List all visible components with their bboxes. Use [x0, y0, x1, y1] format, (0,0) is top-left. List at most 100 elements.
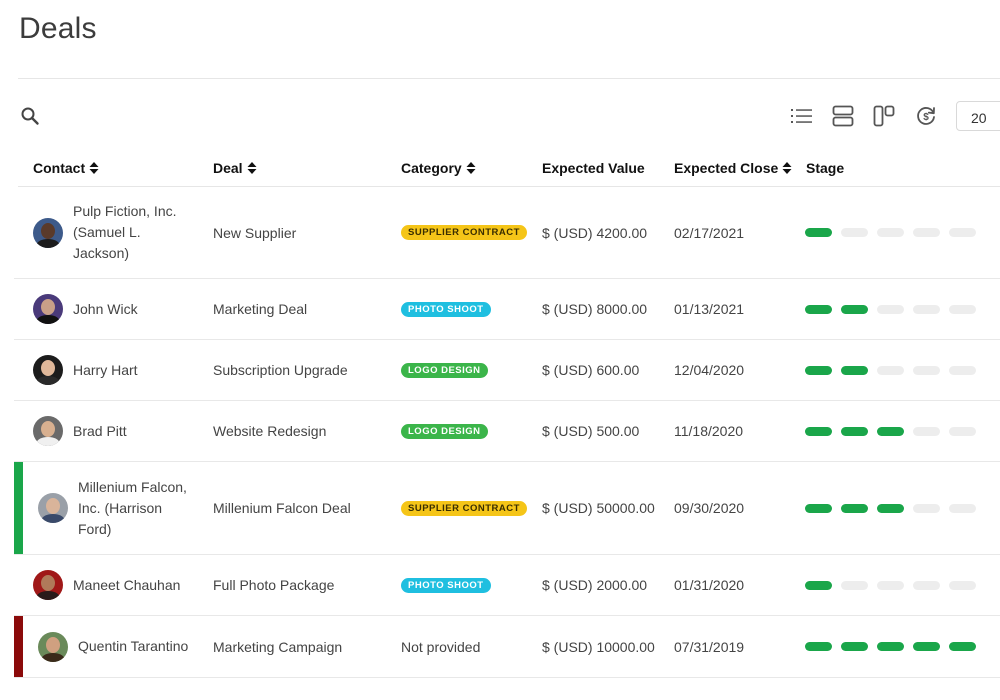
- contact-cell[interactable]: Millenium Falcon, Inc. (Harrison Ford): [38, 462, 196, 554]
- list-view-icon[interactable]: [789, 103, 815, 129]
- stage-progress: [805, 187, 976, 278]
- contact-name: Maneet Chauhan: [73, 576, 181, 593]
- avatar: [33, 217, 63, 248]
- table-row[interactable]: Harry Hart Subscription Upgrade LOGO DES…: [14, 340, 1000, 401]
- column-header-label: Expected Close: [674, 160, 779, 176]
- expected-value: $ (USD) 8000.00: [542, 301, 648, 317]
- sort-icon: [89, 162, 99, 174]
- stage-segment: [805, 580, 832, 590]
- stage-segment: [913, 580, 940, 590]
- stage-segment: [841, 642, 868, 651]
- stage-segment: [877, 642, 904, 651]
- contact-name: Pulp Fiction, Inc. (Samuel L. Jackson): [73, 203, 177, 261]
- deal-name[interactable]: Marketing Deal: [213, 301, 308, 317]
- category-cell: LOGO DESIGN: [401, 401, 488, 461]
- table-row[interactable]: Quentin Tarantino Marketing Campaign Not …: [14, 616, 1000, 678]
- category-badge: SUPPLIER CONTRACT: [401, 225, 527, 240]
- expected-close: 09/30/2020: [674, 500, 745, 516]
- row-accent-bar: [14, 462, 23, 554]
- column-header-category[interactable]: Category: [401, 160, 476, 176]
- stage-segment: [913, 503, 940, 513]
- deal-name[interactable]: Website Redesign: [213, 423, 327, 439]
- stage-segment: [877, 228, 904, 237]
- contact-name: John Wick: [73, 300, 138, 317]
- contact-cell[interactable]: Brad Pitt: [33, 401, 127, 461]
- stage-segment: [841, 304, 868, 314]
- stage-segment: [913, 228, 940, 237]
- stage-segment: [913, 426, 940, 436]
- contact-cell[interactable]: Quentin Tarantino: [38, 616, 188, 677]
- stage-segment: [841, 228, 868, 237]
- deal-name[interactable]: New Supplier: [213, 224, 297, 241]
- column-header-deal[interactable]: Deal: [213, 160, 257, 176]
- stage-segment: [949, 228, 976, 237]
- column-header-label: Contact: [33, 160, 86, 176]
- stage-segment: [805, 228, 832, 237]
- title-divider: [18, 78, 1000, 79]
- stage-segment: [841, 580, 868, 590]
- category-badge: PHOTO SHOOT: [401, 577, 491, 593]
- stage-segment: [805, 642, 832, 651]
- sort-icon: [782, 162, 792, 174]
- table-row[interactable]: John Wick Marketing Deal PHOTO SHOOT $ (…: [14, 279, 1000, 340]
- category-badge: LOGO DESIGN: [401, 423, 488, 439]
- expected-value: $ (USD) 50000.00: [542, 500, 655, 516]
- expected-close: 01/31/2020: [674, 577, 745, 593]
- stage-segment: [877, 426, 904, 436]
- expected-close: 12/04/2020: [674, 362, 745, 378]
- column-header-expected-value[interactable]: Expected Value: [542, 160, 645, 176]
- contact-cell[interactable]: John Wick: [33, 279, 138, 339]
- deal-name[interactable]: Full Photo Package: [213, 577, 335, 593]
- contact-cell[interactable]: Pulp Fiction, Inc. (Samuel L. Jackson): [33, 187, 191, 278]
- deal-name[interactable]: Millenium Falcon Deal: [213, 500, 351, 516]
- board-view-icon[interactable]: [871, 103, 897, 129]
- table-row[interactable]: Pulp Fiction, Inc. (Samuel L. Jackson) N…: [14, 187, 1000, 279]
- category-cell: SUPPLIER CONTRACT: [401, 462, 527, 554]
- column-header-contact[interactable]: Contact: [33, 160, 99, 176]
- stage-segment: [805, 365, 832, 375]
- svg-text:$: $: [923, 112, 929, 123]
- stage-segment: [913, 304, 940, 314]
- stage-segment: [949, 580, 976, 590]
- column-header-label: Deal: [213, 160, 243, 176]
- table-row[interactable]: Brad Pitt Website Redesign LOGO DESIGN $…: [14, 401, 1000, 462]
- column-header-stage[interactable]: Stage: [806, 160, 844, 176]
- deal-name[interactable]: Subscription Upgrade: [213, 362, 348, 378]
- page-title: Deals: [19, 12, 97, 45]
- stage-progress: [805, 401, 976, 461]
- stage-segment: [841, 426, 868, 436]
- column-header-expected-close[interactable]: Expected Close: [674, 160, 792, 176]
- stage-segment: [841, 365, 868, 375]
- currency-refresh-icon[interactable]: $: [913, 103, 939, 129]
- card-view-icon[interactable]: [830, 103, 856, 129]
- column-header-label: Stage: [806, 160, 845, 176]
- contact-cell[interactable]: Harry Hart: [33, 340, 138, 400]
- stage-segment: [877, 365, 904, 375]
- row-accent-bar: [14, 616, 23, 677]
- stage-progress: [805, 616, 976, 677]
- contact-cell[interactable]: Maneet Chauhan: [33, 555, 180, 615]
- stage-segment: [949, 304, 976, 314]
- sort-icon: [247, 162, 257, 174]
- avatar: [38, 631, 68, 662]
- expected-value: $ (USD) 2000.00: [542, 577, 648, 593]
- table-row[interactable]: Maneet Chauhan Full Photo Package PHOTO …: [14, 555, 1000, 616]
- page-size-select[interactable]: 20: [956, 101, 1000, 131]
- stage-segment: [949, 365, 976, 375]
- stage-progress: [805, 279, 976, 339]
- expected-value: $ (USD) 600.00: [542, 362, 640, 378]
- table-row[interactable]: Millenium Falcon, Inc. (Harrison Ford) M…: [14, 462, 1000, 555]
- category-cell: Not provided: [401, 638, 481, 655]
- sort-icon: [466, 162, 476, 174]
- stage-segment: [805, 426, 832, 436]
- search-icon[interactable]: [20, 106, 40, 126]
- stage-segment: [841, 503, 868, 513]
- category-badge: SUPPLIER CONTRACT: [401, 500, 527, 516]
- deal-name[interactable]: Marketing Campaign: [213, 638, 343, 655]
- category-badge: LOGO DESIGN: [401, 362, 488, 378]
- category-cell: PHOTO SHOOT: [401, 279, 491, 339]
- expected-close: 07/31/2019: [674, 638, 745, 655]
- expected-close: 02/17/2021: [674, 224, 745, 241]
- expected-close: 11/18/2020: [674, 423, 744, 439]
- stage-segment: [877, 304, 904, 314]
